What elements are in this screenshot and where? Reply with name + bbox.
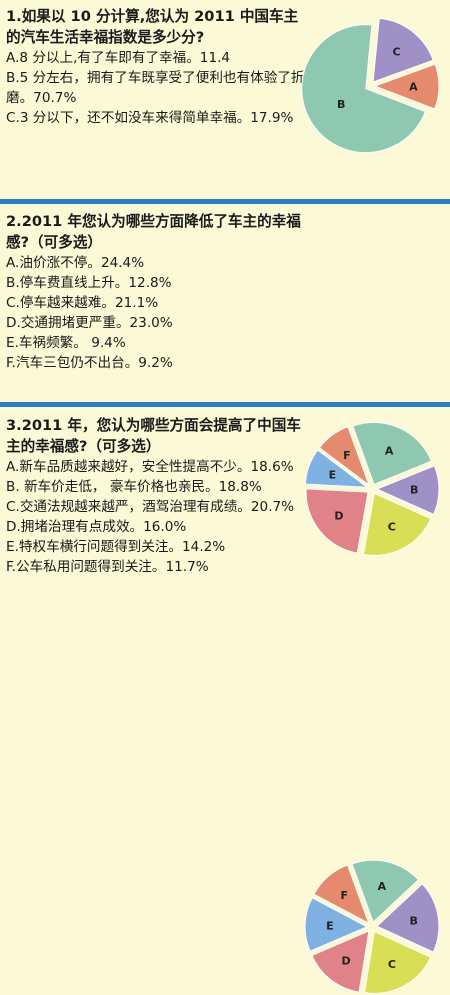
pie-label-c: C: [388, 520, 396, 533]
pie-label-b: B: [410, 484, 418, 497]
pie-slice-b: [375, 465, 440, 516]
question-2-option-b: B.停车费直线上升。12.8%: [6, 275, 172, 291]
pie-label-d: D: [341, 954, 350, 967]
question-3-option-b: B. 新车价走低， 豪车价格也亲民。18.8%: [6, 479, 262, 495]
question-3-pie-chart: A B C D E F: [304, 859, 440, 994]
pie-label-b: B: [409, 914, 417, 927]
question-3-option-d: D.拥堵治理有点成效。16.0%: [6, 519, 187, 535]
pie-label-f: F: [343, 449, 351, 462]
question-1-text: 1.如果以 10 分计算,您认为 2011 中国车主的汽车生活幸福指数是多少分?…: [6, 6, 311, 128]
pie-slice-b: [301, 24, 427, 154]
pie-slice-a: [352, 421, 433, 486]
pie-slice-c: [372, 17, 434, 83]
question-3-title: 3.2011 年，您认为哪些方面会提高了中国车主的幸福感?（可多选）: [6, 417, 301, 455]
question-1-pie-chart: A B C: [301, 17, 440, 154]
question-3-text: 3.2011 年，您认为哪些方面会提高了中国车主的幸福感?（可多选） A.新车品…: [6, 415, 311, 577]
question-1-section: 1.如果以 10 分计算,您认为 2011 中国车主的汽车生活幸福指数是多少分?…: [0, 0, 450, 198]
pie-label-a: A: [385, 444, 394, 457]
pie-label-f: F: [341, 889, 349, 902]
question-2-option-a: A.油价涨不停。24.4%: [6, 255, 145, 271]
question-3-option-e: E.特权车横行问题得到关注。14.2%: [6, 539, 226, 555]
section-divider: [0, 402, 450, 407]
pie-slice-d: [305, 488, 369, 554]
question-3-option-a: A.新车品质越来越好，安全性提高不少。18.6%: [6, 459, 294, 475]
question-2-pie-chart: A B C D EF: [304, 421, 440, 556]
section-divider: [0, 199, 450, 204]
question-2-option-c: C.停车越来越难。21.1%: [6, 295, 159, 311]
question-1-option-b: B.5 分左右，拥有了车既享受了便利也有体验了折磨。70.7%: [6, 70, 305, 106]
question-1-option-a: A.8 分以上,有了车即有了幸福。11.4: [6, 50, 231, 66]
pie-label-e: E: [326, 919, 334, 932]
question-3-option-c: C.交通法规越来越严，酒驾治理有成绩。20.7%: [6, 499, 295, 515]
pie-label-b: B: [337, 98, 345, 111]
pie-label-a: A: [409, 80, 418, 93]
question-3-option-f: F.公车私用问题得到关注。11.7%: [6, 559, 209, 575]
question-2-section: 2.2011 年您认为哪些方面降低了车主的幸福感?（可多选） A.油价涨不停。2…: [0, 205, 450, 556]
question-2-option-e: E.车祸频繁。 9.4%: [6, 335, 126, 351]
pie-slice-c: [362, 492, 432, 556]
pie-slice-f: [318, 426, 371, 487]
question-2-option-d: D.交通拥堵更严重。23.0%: [6, 315, 173, 331]
question-2-option-f: F.汽车三包仍不出台。9.2%: [6, 355, 173, 371]
question-1-title: 1.如果以 10 分计算,您认为 2011 中国车主的汽车生活幸福指数是多少分?: [6, 8, 299, 46]
pie-label-c: C: [393, 46, 401, 59]
question-2-title: 2.2011 年您认为哪些方面降低了车主的幸福感?（可多选）: [6, 213, 301, 251]
pie-slice-a: [373, 63, 440, 110]
pie-label-a: A: [378, 880, 387, 893]
pie-label-d: D: [334, 509, 343, 522]
question-2-text: 2.2011 年您认为哪些方面降低了车主的幸福感?（可多选） A.油价涨不停。2…: [6, 211, 311, 373]
pie-label-e: E: [329, 469, 337, 482]
question-3-section: 3.2011 年，您认为哪些方面会提高了中国车主的幸福感?（可多选） A.新车品…: [0, 409, 450, 994]
pie-slice-e: [304, 449, 369, 488]
question-1-option-c: C.3 分以下，还不如没车来得简单幸福。17.9%: [6, 110, 294, 126]
pie-label-c: C: [388, 958, 396, 971]
